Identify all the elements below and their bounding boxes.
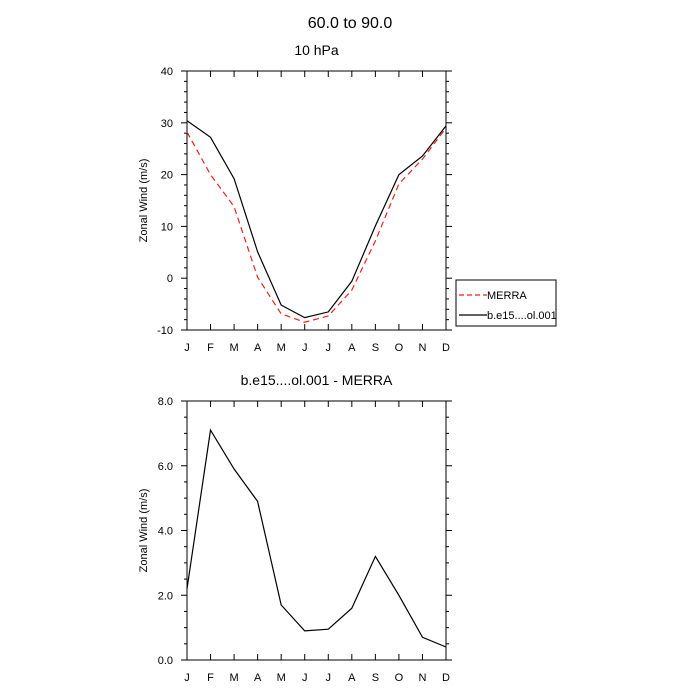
x-tick-label: F (207, 672, 214, 684)
x-tick-label: D (442, 672, 450, 684)
panel-top-zonal-wind: 10 hPa J F M A M J J A S O N D -10 0 10 20 30 40 Zonal Wind… (138, 42, 452, 354)
y-axis-label: Zonal Wind (m/s) (138, 159, 150, 243)
y-tick-label: 2.0 (158, 590, 173, 602)
y-tick-label: 40 (161, 66, 173, 78)
x-tick-label: O (395, 672, 404, 684)
legend-label: b.e15....ol.001 (487, 310, 557, 322)
x-tick-label: M (277, 672, 286, 684)
y-tick-label: 30 (161, 118, 173, 130)
series-line-difference (186, 428, 447, 648)
panel-title: b.e15....ol.001 - MERRA (241, 372, 393, 388)
x-tick-label: J (302, 342, 308, 354)
x-tick-label: J (184, 672, 190, 684)
x-tick-label: N (418, 672, 426, 684)
x-tick-label: J (184, 342, 190, 354)
y-tick-label: 4.0 (158, 526, 173, 538)
plot-frame (186, 70, 447, 331)
y-tick-label: 8.0 (158, 396, 173, 408)
y-tick-label: 0 (167, 273, 173, 285)
series-line-b-e15-ol-001 (186, 120, 447, 319)
y-axis-label: Zonal Wind (m/s) (138, 489, 150, 573)
x-tick-label: J (326, 672, 332, 684)
x-tick-label: F (207, 342, 214, 354)
legend-box (455, 279, 557, 327)
legend: MERRA b.e15....ol.001 (455, 279, 557, 327)
y-tick-label: -10 (157, 325, 173, 337)
x-tick-label: A (348, 672, 356, 684)
x-tick-label: M (277, 342, 286, 354)
x-tick-label: N (418, 342, 426, 354)
x-tick-label: J (326, 342, 332, 354)
panel-bottom-difference: b.e15....ol.001 - MERRA J F M A M J J A S O N D 0.0 2.… (138, 372, 452, 684)
x-tick-label: M (230, 342, 239, 354)
y-tick-label: 10 (161, 221, 173, 233)
x-tick-label: A (254, 672, 262, 684)
x-tick-label: J (302, 672, 308, 684)
x-tick-label: M (230, 672, 239, 684)
y-tick-label: 20 (161, 170, 173, 182)
x-tick-label: O (395, 342, 404, 354)
x-tick-label: A (348, 342, 356, 354)
plot-frame (186, 400, 447, 661)
x-tick-label: S (372, 342, 379, 354)
figure-title: 60.0 to 90.0 (308, 15, 393, 32)
panel-title: 10 hPa (294, 42, 339, 58)
x-tick-label: S (372, 672, 379, 684)
x-tick-label: A (254, 342, 262, 354)
y-tick-label: 6.0 (158, 461, 173, 473)
x-tick-label: D (442, 342, 450, 354)
y-tick-label: 0.0 (158, 655, 173, 667)
series-line-merra (186, 127, 447, 323)
legend-label: MERRA (487, 290, 527, 302)
